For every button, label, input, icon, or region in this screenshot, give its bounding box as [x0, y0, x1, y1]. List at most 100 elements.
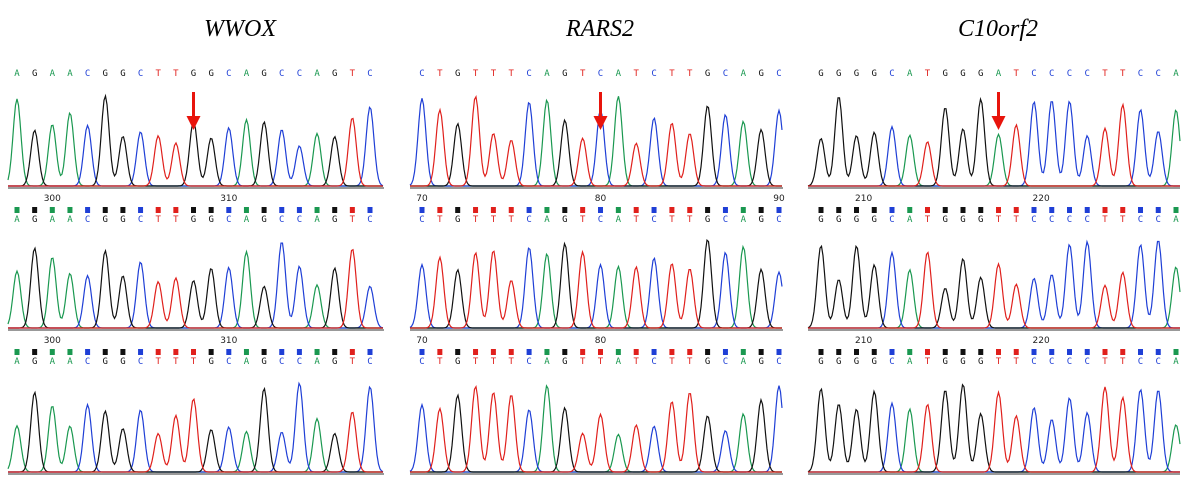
base-call: A: [741, 215, 747, 225]
quality-box: [103, 349, 108, 355]
base-call: G: [836, 357, 841, 367]
quality-box: [544, 207, 549, 213]
base-call: T: [669, 215, 675, 225]
quality-box: [1085, 349, 1090, 355]
trace: [8, 399, 383, 472]
base-call: T: [1120, 357, 1126, 367]
base-call: G: [332, 357, 337, 367]
base-call: A: [544, 357, 550, 367]
base-call: T: [350, 69, 356, 79]
base-call: G: [120, 69, 125, 79]
trace: [410, 240, 782, 328]
position-label: 70: [416, 194, 428, 204]
base-call: G: [943, 69, 948, 79]
quality-box: [527, 207, 532, 213]
base-call: C: [297, 215, 302, 225]
quality-box: [209, 349, 214, 355]
base-call: T: [925, 215, 931, 225]
base-call: G: [818, 215, 823, 225]
base-call: C: [1031, 69, 1036, 79]
quality-box: [925, 349, 930, 355]
base-call: G: [943, 215, 948, 225]
base-call: G: [943, 357, 948, 367]
base-call: A: [1173, 357, 1179, 367]
base-call: G: [836, 215, 841, 225]
base-call: C: [1067, 215, 1072, 225]
quality-box: [907, 349, 912, 355]
base-call: C: [85, 69, 90, 79]
base-call: G: [960, 69, 965, 79]
base-call: G: [32, 215, 37, 225]
base-call: G: [261, 69, 266, 79]
base-call: G: [758, 69, 763, 79]
base-call: G: [872, 215, 877, 225]
quality-box: [1174, 207, 1179, 213]
base-call: C: [889, 215, 894, 225]
quality-box: [279, 349, 284, 355]
base-call: A: [314, 69, 320, 79]
base-call: T: [996, 357, 1002, 367]
base-call: T: [437, 69, 443, 79]
base-call: T: [473, 215, 479, 225]
base-call: G: [705, 215, 710, 225]
quality-box: [580, 207, 585, 213]
trace: [410, 247, 782, 328]
base-call: T: [580, 357, 586, 367]
quality-box: [996, 349, 1001, 355]
quality-box: [1014, 207, 1019, 213]
trace: [410, 98, 782, 186]
quality-box: [741, 207, 746, 213]
quality-box: [350, 349, 355, 355]
position-label: 210: [855, 194, 872, 204]
quality-box: [890, 349, 895, 355]
base-call: T: [633, 69, 639, 79]
base-call: A: [50, 215, 56, 225]
base-call: A: [50, 357, 56, 367]
base-call: T: [491, 69, 497, 79]
base-call: C: [367, 69, 372, 79]
base-call: C: [1138, 69, 1143, 79]
base-call: T: [669, 357, 675, 367]
base-call: T: [1120, 69, 1126, 79]
base-call: G: [836, 69, 841, 79]
base-call: A: [244, 357, 250, 367]
quality-box: [1014, 349, 1019, 355]
trace: [808, 242, 1180, 329]
trace: [410, 386, 782, 472]
quality-box: [1120, 207, 1125, 213]
base-call: T: [925, 69, 931, 79]
quality-box: [191, 207, 196, 213]
base-call: A: [67, 357, 73, 367]
base-call: G: [872, 69, 877, 79]
base-call: C: [297, 69, 302, 79]
quality-box: [961, 207, 966, 213]
base-call: C: [723, 357, 728, 367]
base-call: A: [1173, 215, 1179, 225]
base-call: C: [723, 215, 728, 225]
quality-box: [120, 349, 125, 355]
base-call: A: [14, 69, 20, 79]
position-label: 210: [855, 336, 872, 346]
quality-box: [437, 349, 442, 355]
base-call: T: [473, 357, 479, 367]
base-call: C: [1138, 357, 1143, 367]
base-call: T: [173, 69, 179, 79]
base-call: C: [651, 357, 656, 367]
quality-box: [15, 207, 20, 213]
trace: [410, 251, 782, 328]
base-call: G: [332, 69, 337, 79]
position-label: 300: [44, 336, 61, 346]
base-call: G: [978, 69, 983, 79]
base-call: G: [261, 357, 266, 367]
quality-box: [1067, 349, 1072, 355]
quality-box: [1032, 207, 1037, 213]
base-call: C: [776, 69, 781, 79]
quality-box: [687, 207, 692, 213]
quality-box: [437, 207, 442, 213]
quality-box: [262, 207, 267, 213]
base-call: T: [155, 357, 161, 367]
quality-box: [616, 349, 621, 355]
base-call: G: [854, 357, 859, 367]
quality-box: [1174, 349, 1179, 355]
quality-box: [173, 349, 178, 355]
